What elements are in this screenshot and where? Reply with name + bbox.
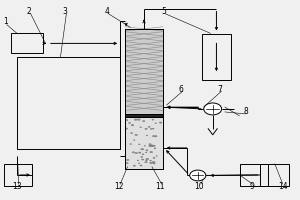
Ellipse shape [142, 159, 144, 160]
Ellipse shape [141, 156, 143, 157]
Bar [124, 117, 164, 169]
Ellipse shape [134, 119, 137, 120]
Ellipse shape [145, 162, 147, 163]
Ellipse shape [127, 159, 129, 161]
Ellipse shape [153, 163, 155, 164]
Ellipse shape [142, 121, 145, 122]
Ellipse shape [152, 119, 154, 120]
Text: 12: 12 [114, 182, 123, 191]
Ellipse shape [137, 119, 140, 120]
Ellipse shape [126, 162, 128, 164]
Ellipse shape [146, 158, 148, 160]
Ellipse shape [146, 152, 147, 153]
Ellipse shape [138, 163, 140, 164]
Bar [260, 164, 289, 186]
Ellipse shape [146, 150, 148, 151]
Text: 11: 11 [156, 182, 165, 191]
Ellipse shape [144, 145, 145, 146]
Bar [4, 164, 32, 186]
Text: 5: 5 [161, 7, 166, 16]
Ellipse shape [126, 120, 128, 121]
Ellipse shape [125, 128, 128, 129]
Ellipse shape [130, 133, 133, 134]
Text: 2: 2 [27, 7, 32, 16]
Bar [124, 29, 164, 169]
Ellipse shape [152, 136, 154, 137]
Ellipse shape [152, 145, 155, 147]
Ellipse shape [140, 127, 141, 128]
Text: 4: 4 [104, 7, 109, 16]
Ellipse shape [145, 128, 147, 129]
Circle shape [204, 103, 222, 115]
Text: 10: 10 [194, 182, 204, 191]
Ellipse shape [150, 151, 152, 153]
Ellipse shape [148, 126, 150, 127]
Ellipse shape [149, 145, 152, 147]
Ellipse shape [129, 122, 130, 123]
Ellipse shape [141, 148, 144, 150]
Ellipse shape [150, 160, 151, 161]
Ellipse shape [139, 152, 141, 153]
Ellipse shape [153, 157, 155, 158]
Text: 1: 1 [3, 17, 8, 26]
Bar [11, 33, 43, 53]
Ellipse shape [139, 144, 140, 145]
Text: 8: 8 [243, 107, 248, 116]
Ellipse shape [154, 136, 157, 137]
Ellipse shape [149, 144, 151, 145]
Ellipse shape [150, 162, 153, 164]
Ellipse shape [137, 160, 139, 161]
Ellipse shape [154, 148, 156, 149]
Ellipse shape [146, 135, 148, 136]
Bar [124, 114, 164, 117]
Ellipse shape [146, 160, 147, 161]
Ellipse shape [133, 165, 136, 166]
Ellipse shape [135, 134, 137, 136]
Bar [17, 57, 120, 149]
Ellipse shape [151, 145, 153, 146]
Bar [124, 29, 164, 114]
Ellipse shape [150, 128, 152, 129]
Ellipse shape [140, 165, 142, 166]
Text: 6: 6 [179, 85, 184, 94]
Ellipse shape [142, 154, 144, 155]
Ellipse shape [132, 152, 134, 153]
Text: 9: 9 [249, 182, 254, 191]
Ellipse shape [131, 124, 134, 126]
Ellipse shape [159, 122, 162, 123]
Ellipse shape [135, 152, 137, 154]
Ellipse shape [153, 128, 154, 129]
Ellipse shape [151, 146, 153, 147]
Bar [240, 164, 268, 186]
Ellipse shape [155, 123, 156, 124]
Circle shape [190, 170, 206, 181]
Bar [202, 34, 231, 80]
Ellipse shape [152, 161, 155, 163]
Text: 13: 13 [12, 182, 22, 191]
Text: 14: 14 [278, 182, 288, 191]
Text: 7: 7 [218, 85, 223, 94]
Text: 3: 3 [62, 7, 67, 16]
